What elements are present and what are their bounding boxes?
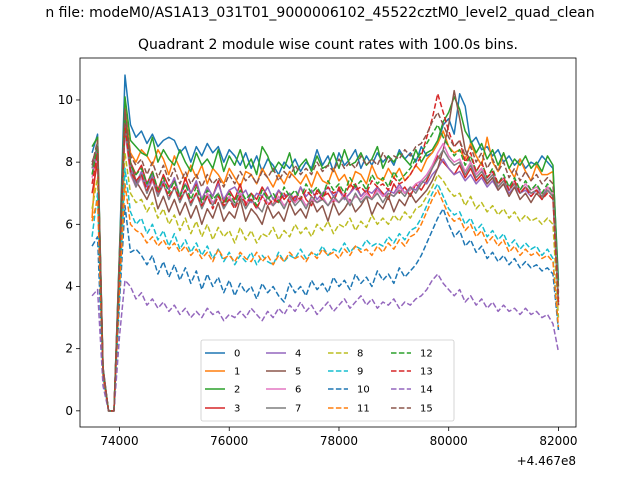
y-tick-label: 0: [65, 404, 73, 418]
x-tick-label: 82000: [539, 434, 577, 448]
figure-suptitle: n file: modeM0/AS1A13_031T01_9000006102_…: [45, 5, 594, 21]
series-line-2: [91, 96, 560, 412]
series-line-8: [91, 152, 560, 412]
y-axis: 0 2 4 6 8 10: [58, 93, 80, 418]
axes-frame: [79, 57, 577, 428]
legend-label-14: 14: [420, 385, 433, 396]
series-line-4: [91, 120, 560, 412]
legend-label-10: 10: [357, 385, 370, 396]
y-tick-label: 2: [65, 342, 73, 356]
x-tick-label: 78000: [320, 434, 358, 448]
legend-label-15: 15: [420, 404, 433, 415]
legend-label-4: 4: [295, 349, 301, 360]
legend-box: [200, 339, 455, 422]
legend-label-11: 11: [357, 404, 370, 415]
series-line-12: [91, 117, 560, 412]
series-line-7: [91, 127, 560, 412]
chart-title: Quadrant 2 module wise count rates with …: [138, 37, 518, 53]
legend-label-7: 7: [295, 404, 301, 415]
x-tick-label: 74000: [100, 434, 138, 448]
series-line-11: [91, 183, 560, 412]
series-line-14: [91, 273, 560, 412]
legend-label-3: 3: [234, 404, 240, 415]
legend-label-1: 1: [234, 367, 240, 378]
legend-label-2: 2: [234, 385, 240, 396]
series-line-9: [91, 167, 560, 412]
legend-label-6: 6: [295, 385, 301, 396]
legend-label-13: 13: [420, 367, 433, 378]
series-line-0: [91, 74, 560, 412]
x-axis: 74000 76000 78000 80000 82000: [100, 427, 578, 448]
legend-label-12: 12: [420, 349, 433, 360]
legend-label-5: 5: [295, 367, 301, 378]
y-tick-label: 4: [65, 279, 73, 293]
series-line-10: [91, 204, 560, 412]
x-tick-label: 76000: [210, 434, 248, 448]
series-line-13: [91, 93, 560, 412]
series-line-15: [91, 108, 560, 412]
y-tick-label: 8: [65, 155, 73, 169]
y-tick-label: 6: [65, 217, 73, 231]
x-tick-label: 80000: [430, 434, 468, 448]
legend-label-8: 8: [357, 349, 363, 360]
legend-label-9: 9: [357, 367, 363, 378]
series-layer: [91, 74, 560, 412]
y-tick-label: 10: [58, 93, 73, 107]
legend-label-0: 0: [234, 349, 240, 360]
x-axis-offset-label: +4.467e8: [517, 454, 576, 468]
